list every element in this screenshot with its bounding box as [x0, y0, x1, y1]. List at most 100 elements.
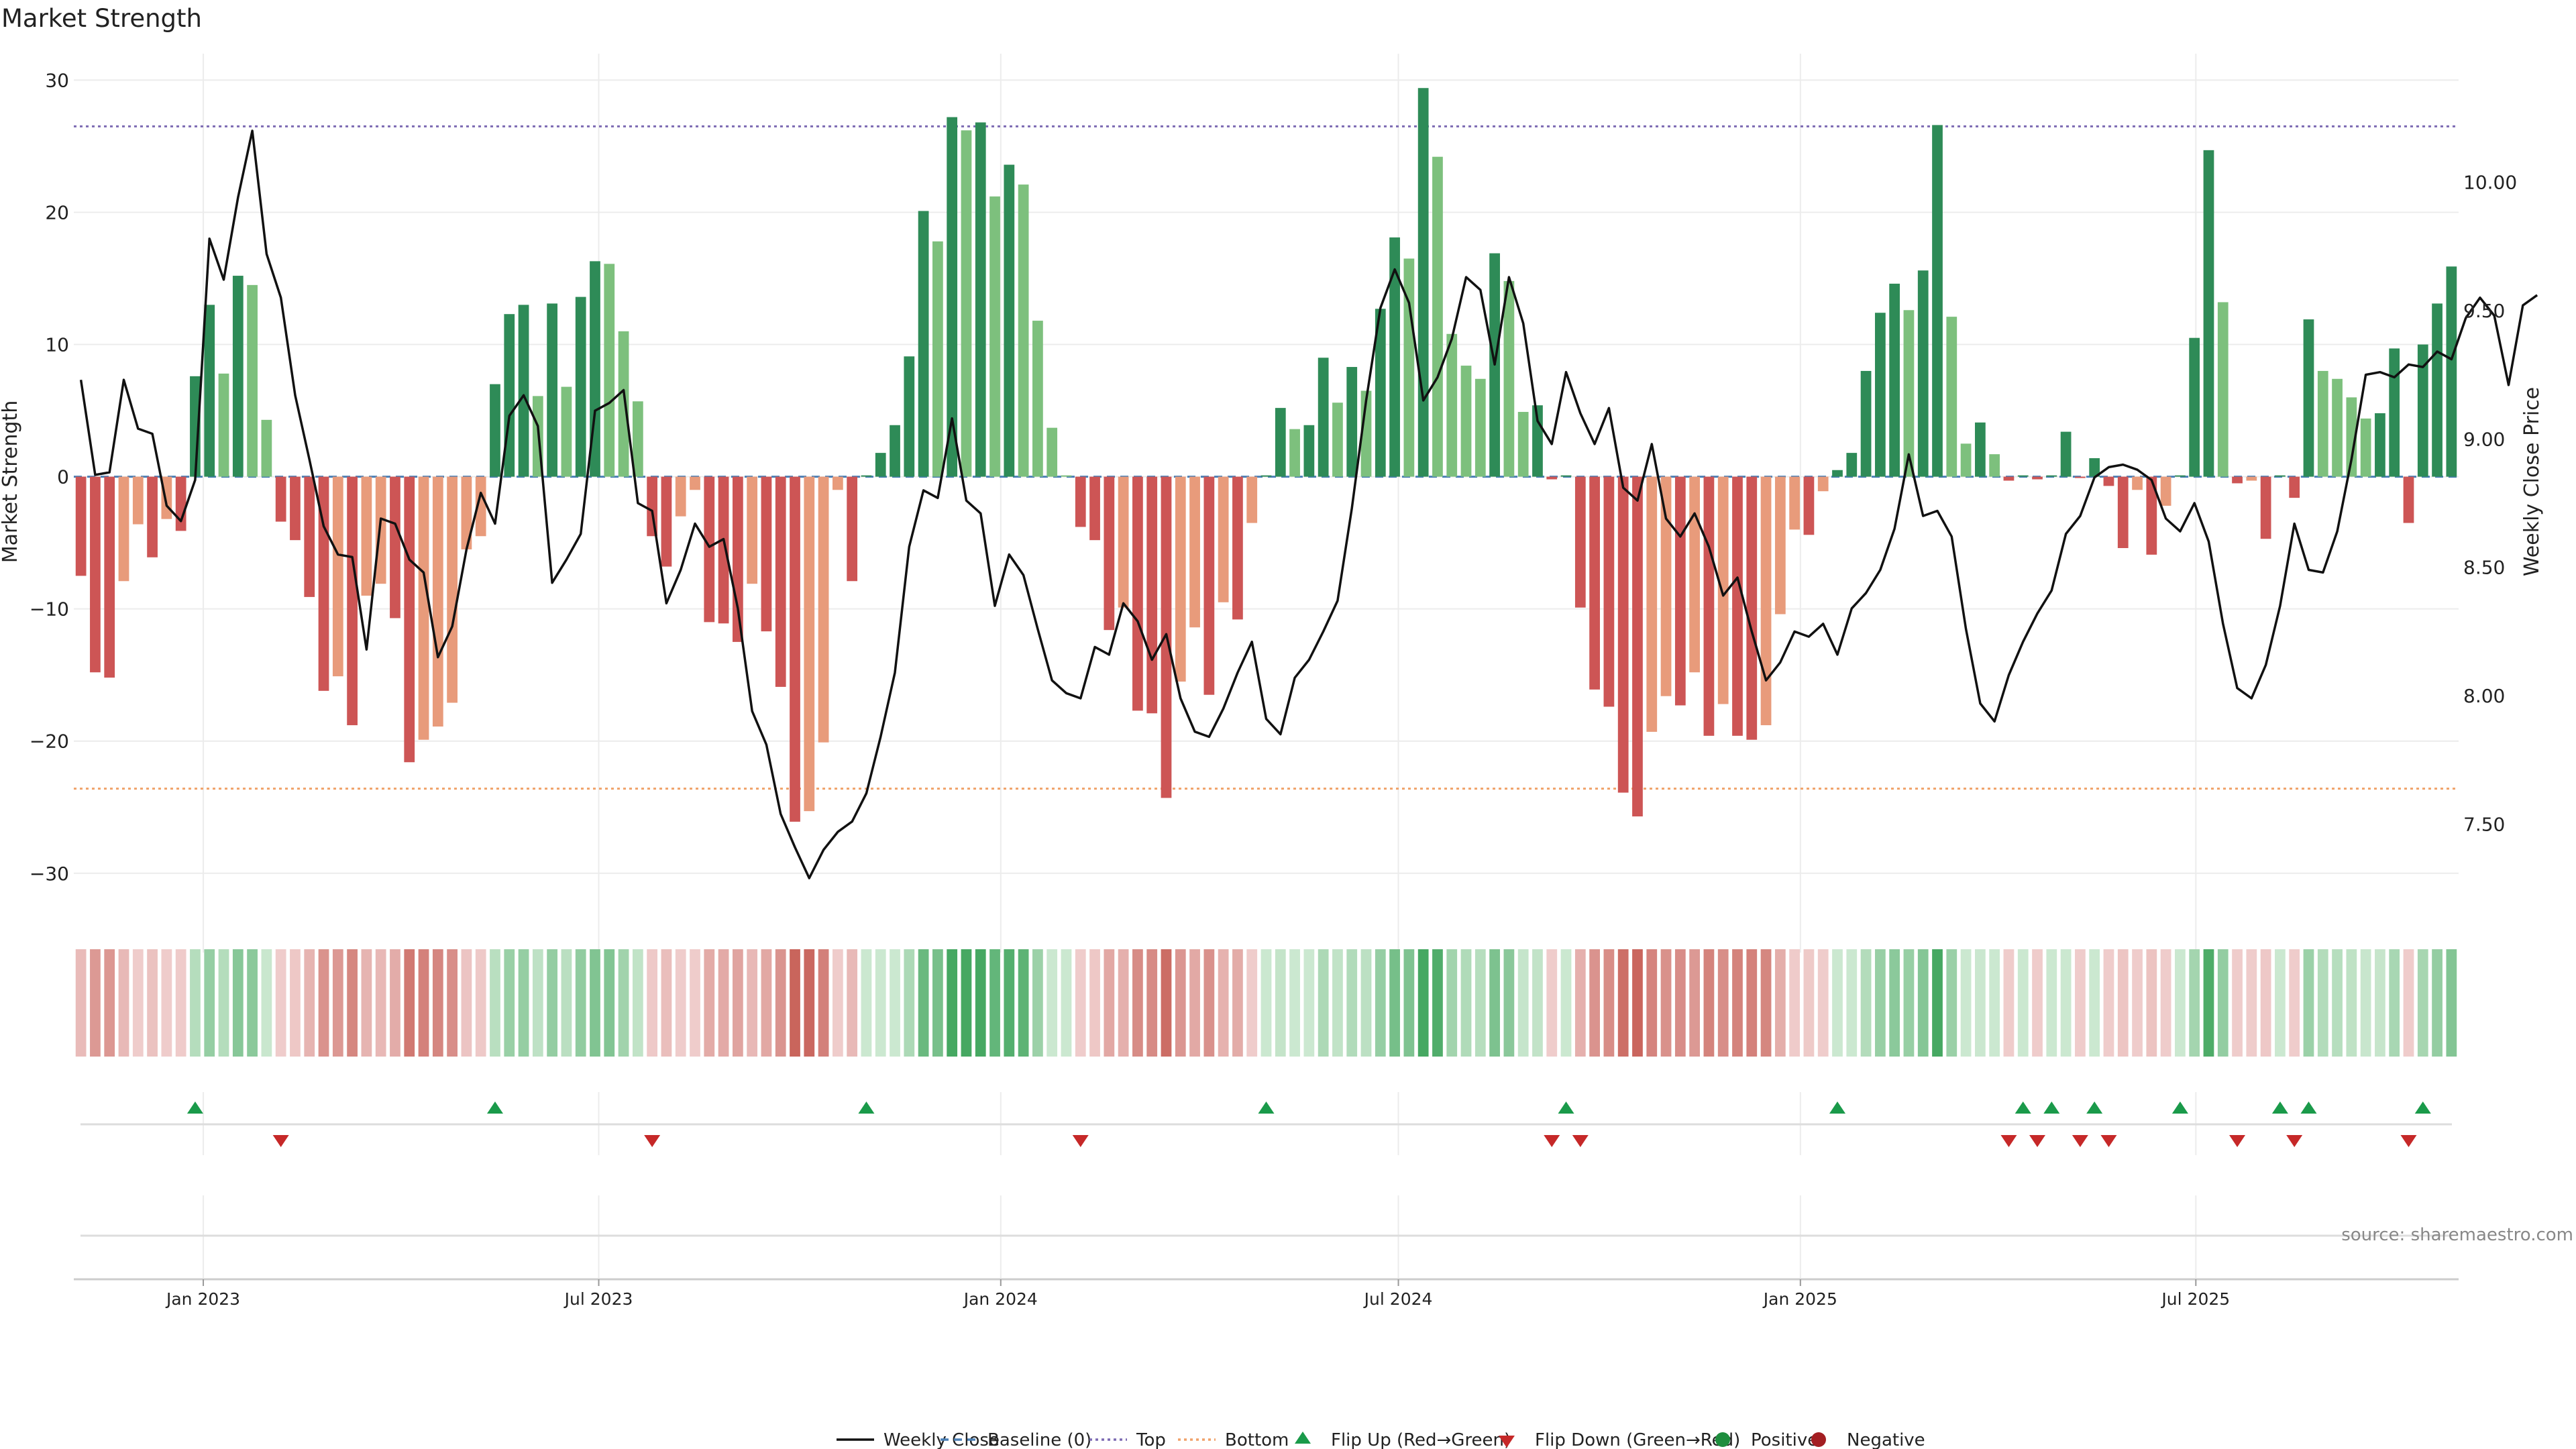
strength-bar — [1118, 476, 1129, 608]
strength-bar — [2417, 344, 2428, 477]
strength-bar — [2189, 337, 2200, 477]
strip-cell — [947, 949, 958, 1057]
strength-bar — [2389, 348, 2400, 477]
strength-bar — [804, 476, 815, 812]
strip-cell — [1832, 949, 1843, 1057]
strength-bar — [632, 401, 643, 477]
strength-bar — [732, 476, 743, 642]
strip-cell — [2203, 949, 2214, 1057]
y-right-tick-label: 10.00 — [2463, 171, 2517, 193]
y-tick-label: −30 — [30, 863, 69, 885]
strength-bar — [1260, 475, 1272, 477]
strength-bar — [890, 425, 900, 477]
strength-bar — [818, 476, 829, 743]
strength-bar — [661, 476, 672, 567]
y-tick-label: −20 — [30, 731, 69, 753]
legend-item: Flip Down (Green→Red) — [1499, 1430, 1740, 1449]
grid-lines — [74, 54, 2459, 953]
strip-cell — [432, 949, 443, 1057]
strip-cell — [1774, 949, 1786, 1057]
y-tick-label: 30 — [45, 69, 69, 91]
strength-bar — [1789, 476, 1801, 530]
strength-bar — [975, 122, 986, 477]
strip-cell — [690, 949, 700, 1057]
flip-up-marker — [1558, 1102, 1574, 1114]
flip-down-marker — [1072, 1135, 1089, 1147]
strength-bar — [475, 476, 486, 537]
strip-cell — [1332, 949, 1343, 1057]
strip-cell — [118, 949, 129, 1057]
strip-cell — [2075, 949, 2086, 1057]
close-price-line-group — [79, 129, 2538, 879]
strip-cell — [1004, 949, 1015, 1057]
strip-cell — [2132, 949, 2143, 1057]
strength-bar — [1203, 476, 1215, 695]
strength-bar — [1032, 321, 1043, 477]
strip-cell — [904, 949, 915, 1057]
flip-down-marker — [2000, 1135, 2017, 1147]
strip-cell — [161, 949, 172, 1057]
strip-cell — [1246, 949, 1258, 1057]
flip-up-marker — [2086, 1102, 2103, 1114]
strength-bar — [775, 476, 786, 687]
strength-bar — [2103, 476, 2114, 486]
strip-cell — [1803, 949, 1815, 1057]
strength-bar — [1746, 476, 1758, 740]
strip-cell — [1161, 949, 1172, 1057]
strip-cell — [961, 949, 972, 1057]
strip-cell — [2446, 949, 2457, 1057]
strength-bar — [2303, 319, 2314, 477]
x-tick-label: Jan 2025 — [1762, 1289, 1837, 1309]
strength-bar — [1303, 425, 1315, 477]
legend-label: Positive — [1751, 1430, 1818, 1449]
level-lines — [74, 125, 2459, 790]
strip-cell — [318, 949, 329, 1057]
strength-bar — [1104, 476, 1115, 631]
strip-cell — [1574, 949, 1586, 1057]
strength-bar — [1560, 475, 1572, 477]
strength-bar — [1246, 476, 1258, 523]
strip-cell — [890, 949, 900, 1057]
strength-bar — [375, 476, 386, 584]
strength-bar — [147, 476, 158, 557]
strip-cell — [418, 949, 429, 1057]
weekly-close-line — [79, 129, 2538, 879]
strength-bar — [490, 384, 500, 477]
strip-cell — [989, 949, 1000, 1057]
y-axis-left: 30 20 10 0 −10 −20 −30 — [30, 69, 69, 884]
strip-cell — [361, 949, 372, 1057]
strip-cell — [818, 949, 829, 1057]
strip-cell — [2117, 949, 2129, 1057]
strength-bar — [104, 476, 115, 678]
strip-cell — [1104, 949, 1115, 1057]
x-tick-label: Jan 2024 — [963, 1289, 1038, 1309]
legend-label: Top — [1136, 1430, 1166, 1449]
strip-cell — [1046, 949, 1058, 1057]
strength-bar — [561, 386, 572, 477]
strip-cell — [1846, 949, 1858, 1057]
strip-cell — [2403, 949, 2414, 1057]
strip-cell — [1817, 949, 1829, 1057]
strip-cell — [875, 949, 886, 1057]
strip-cell — [2160, 949, 2171, 1057]
strip-cell — [561, 949, 572, 1057]
strip-cell — [1032, 949, 1043, 1057]
strength-bar — [1318, 358, 1329, 477]
strip-cell — [1960, 949, 1972, 1057]
strength-bar — [2032, 476, 2043, 480]
strength-bar — [1646, 476, 1658, 732]
x-tick-label: Jul 2023 — [564, 1289, 633, 1309]
strip-cell — [175, 949, 186, 1057]
strength-bar — [2089, 458, 2100, 477]
strength-bar — [1617, 476, 1629, 793]
strength-bar — [2332, 378, 2343, 477]
strength-bar — [989, 196, 1000, 477]
legend-item: Negative — [1811, 1430, 1925, 1449]
legend-label: Negative — [1847, 1430, 1925, 1449]
strip-cell — [1789, 949, 1801, 1057]
strength-bar — [2260, 476, 2271, 539]
strip-cell — [1446, 949, 1458, 1057]
strength-bar — [1503, 280, 1515, 477]
strip-cell — [1460, 949, 1472, 1057]
